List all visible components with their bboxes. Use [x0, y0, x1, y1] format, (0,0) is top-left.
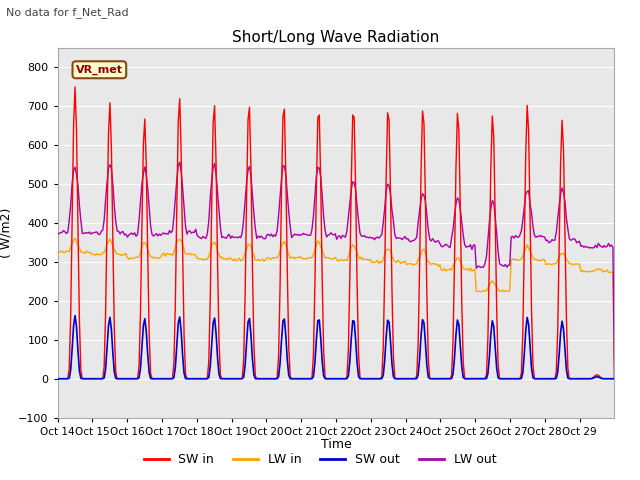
Legend: SW in, LW in, SW out, LW out: SW in, LW in, SW out, LW out — [138, 448, 502, 471]
Y-axis label: ( W/m2): ( W/m2) — [0, 208, 13, 258]
X-axis label: Time: Time — [321, 438, 351, 451]
Title: Short/Long Wave Radiation: Short/Long Wave Radiation — [232, 30, 440, 46]
Text: VR_met: VR_met — [76, 65, 123, 75]
Text: No data for f_Net_Rad: No data for f_Net_Rad — [6, 7, 129, 18]
